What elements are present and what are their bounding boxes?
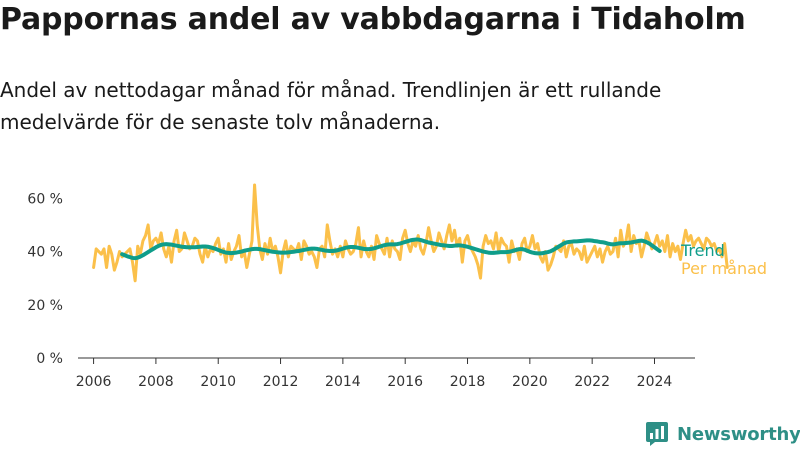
series-layer [92, 183, 729, 283]
x-tick-label: 2024 [637, 374, 673, 390]
series-line-trend [120, 237, 662, 261]
y-tick-label: 20 % [27, 298, 63, 314]
series-line-per-m-nad [92, 183, 729, 283]
x-tick-label: 2012 [263, 374, 299, 390]
y-tick-label: 40 % [27, 245, 63, 261]
y-tick-label: 60 % [27, 191, 63, 207]
x-tick-label: 2010 [200, 374, 236, 390]
y-tick-label: 0 % [36, 351, 63, 367]
x-tick-label: 2006 [76, 374, 112, 390]
newsworthy-logo-icon [646, 422, 668, 446]
brand-name: Newsworthy [677, 423, 800, 445]
legend-label-per-m-nad: Per månad [681, 259, 767, 278]
x-tick-label: 2022 [574, 374, 610, 390]
y-axis: 0 % 20 % 40 % 60 % [27, 191, 63, 367]
legend-label-trend: Trend [680, 241, 725, 260]
x-tick-label: 2014 [325, 374, 361, 390]
chart-title: Pappornas andel av vabbdagarna i Tidahol… [0, 2, 746, 37]
x-tick-label: 2008 [138, 374, 174, 390]
x-tick-label: 2020 [512, 374, 548, 390]
x-tick-label: 2016 [387, 374, 423, 390]
x-axis: 2006 2008 2010 2012 2014 2016 2018 2020 2022 2024 [76, 357, 695, 390]
newsworthy-logo: Newsworthy [645, 420, 800, 448]
chart-subtitle: Andel av nettodagar månad för månad. Tre… [0, 78, 662, 134]
x-tick-label: 2018 [450, 374, 486, 390]
